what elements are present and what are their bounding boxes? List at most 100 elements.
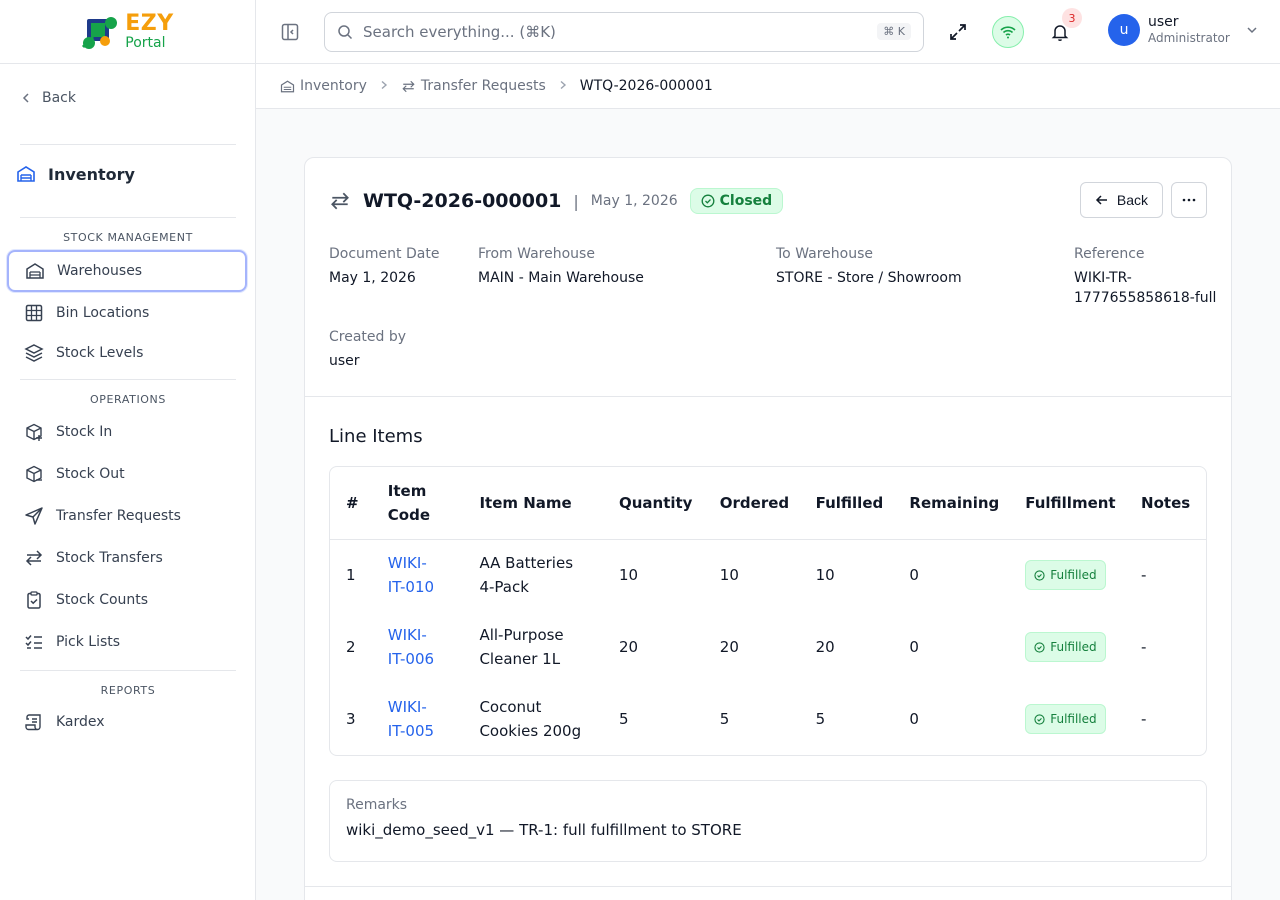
back-button[interactable]: Back [1079, 182, 1163, 218]
column-header: Ordered [719, 467, 816, 540]
scroll-icon [24, 712, 44, 732]
fulfillment-status-badge: Fulfilled [1025, 704, 1106, 734]
sidebar-item-stock-transfers[interactable]: Stock Transfers [8, 537, 248, 579]
sidebar-item-label: Stock In [56, 424, 113, 440]
sidebar-item-kardex[interactable]: Kardex [8, 701, 248, 743]
fulfilled-cell: 5 [815, 710, 826, 728]
package-minus-icon [24, 464, 44, 484]
breadcrumb-inventory[interactable]: Inventory [280, 78, 367, 94]
check-circle-icon [1034, 713, 1045, 725]
quantity-cell: 5 [618, 710, 629, 728]
sidebar-item-stock-counts[interactable]: Stock Counts [8, 579, 248, 621]
document-header: WTQ-2026-000001 | May 1, 2026 Closed [329, 188, 784, 214]
send-icon [24, 506, 44, 526]
sidebar-item-stock-in[interactable]: Stock In [8, 411, 248, 453]
breadcrumb-transfer-requests[interactable]: Transfer Requests [401, 78, 546, 94]
sidebar-item-bin-locations[interactable]: Bin Locations [8, 292, 248, 334]
user-name: user [1148, 14, 1179, 31]
item-code-link[interactable]: WIKI- IT-010 [387, 554, 435, 597]
table-row: 3 WIKI- IT-005 Coconut Cookies 200g 5 5 5 … [330, 683, 1206, 755]
module-title: Inventory [16, 164, 135, 184]
package-plus-icon [24, 422, 44, 442]
sidebar-item-pick-lists[interactable]: Pick Lists [8, 621, 248, 663]
table-row: 1 WIKI- IT-010 AA Batteries 4-Pack 10 10 1… [330, 539, 1206, 611]
sidebar-item-label: Bin Locations [56, 305, 150, 321]
fulfilled-cell: 10 [815, 566, 835, 585]
module-title-label: Inventory [48, 164, 135, 184]
breadcrumb-label: Inventory [300, 78, 367, 94]
sidebar-back-link[interactable]: Back [20, 90, 76, 106]
user-menu[interactable]: u user Administrator [1108, 14, 1258, 46]
sidebar-item-warehouses[interactable]: Warehouses [7, 250, 247, 292]
line-items-table: # Item Code Item Name Quantity Ordered Fu… [329, 466, 1207, 756]
field-from-warehouse: From Warehouse MAIN - Main Warehouse [478, 246, 644, 288]
brand-logo[interactable]: EZY Portal [81, 13, 173, 51]
column-header: Item Code [387, 467, 480, 540]
fullscreen-button[interactable] [942, 16, 974, 48]
status-badge: Closed [689, 188, 784, 214]
section-label-operations: OPERATIONS [90, 393, 166, 406]
arrows-left-right-icon [402, 80, 415, 92]
field-label: Created by [329, 329, 407, 345]
warehouse-icon [25, 261, 45, 281]
sidebar-item-label: Stock Levels [56, 345, 144, 361]
fulfilled-cell: 20 [815, 638, 835, 656]
arrows-left-right-icon [331, 192, 349, 210]
line-items-title: Line Items [329, 426, 423, 447]
check-circle-icon [1034, 570, 1045, 581]
remaining-cell: 0 [909, 710, 919, 728]
divider [20, 670, 236, 671]
item-name: All-Purpose Cleaner 1L [479, 626, 564, 668]
sidebar-item-stock-levels[interactable]: Stock Levels [8, 332, 248, 374]
connection-status-button[interactable] [992, 16, 1024, 48]
remarks-box: Remarks wiki_demo_seed_v1 — TR-1: full f… [329, 780, 1207, 862]
section-label-stock-management: STOCK MANAGEMENT [63, 231, 193, 244]
divider [305, 886, 1231, 887]
search-icon [338, 25, 353, 40]
sidebar: EZY Portal Back Inventory STOCK MANAGEME… [0, 0, 256, 900]
clipboard-check-icon [24, 590, 44, 610]
ellipsis-icon [1182, 198, 1196, 202]
ordered-cell: 5 [719, 710, 730, 728]
grid-icon [24, 303, 44, 323]
item-code-link[interactable]: WIKI- IT-005 [387, 698, 435, 740]
check-circle-icon [701, 194, 715, 208]
global-search[interactable]: ⌘ K [324, 12, 924, 52]
item-name: AA Batteries 4-Pack [479, 554, 574, 597]
back-button-label: Back [1116, 192, 1148, 208]
title-separator: | [573, 191, 579, 211]
more-actions-button[interactable] [1171, 182, 1207, 218]
notes-cell: - [1141, 710, 1147, 728]
avatar: u [1108, 14, 1140, 46]
sidebar-item-transfer-requests[interactable]: Transfer Requests [8, 495, 248, 537]
sidebar-item-label: Stock Counts [56, 592, 149, 608]
column-header: # [330, 467, 388, 540]
search-input[interactable] [363, 23, 843, 41]
brand-subname: Portal [125, 35, 166, 51]
breadcrumb-current: WTQ-2026-000001 [579, 78, 713, 94]
notification-count-badge: 3 [1062, 8, 1082, 28]
sidebar-item-label: Transfer Requests [56, 508, 181, 524]
notifications-button[interactable]: 3 [1044, 8, 1082, 48]
column-header: Quantity [618, 467, 720, 540]
check-circle-icon [1034, 641, 1045, 653]
item-code-link[interactable]: WIKI- IT-006 [387, 626, 435, 668]
sidebar-item-label: Kardex [56, 714, 105, 730]
ordered-cell: 20 [719, 638, 739, 656]
remarks-text: wiki_demo_seed_v1 — TR-1: full fulfillme… [346, 821, 742, 839]
panel-left-icon [281, 23, 299, 41]
sidebar-item-label: Pick Lists [56, 634, 121, 650]
sidebar-toggle-button[interactable] [278, 20, 302, 44]
sidebar-item-label: Warehouses [57, 263, 143, 279]
document-date-header: May 1, 2026 [590, 193, 678, 209]
warehouse-icon [280, 80, 295, 92]
notes-cell: - [1141, 566, 1147, 585]
page-title: WTQ-2026-000001 [363, 190, 562, 212]
field-value: May 1, 2026 [329, 270, 416, 286]
sidebar-item-stock-out[interactable]: Stock Out [8, 453, 248, 495]
expand-icon [950, 24, 966, 40]
sidebar-item-label: Stock Out [56, 466, 125, 482]
search-shortcut-hint: ⌘ K [877, 23, 911, 40]
field-reference: Reference WIKI-TR- 1777655858618-full [1074, 246, 1216, 308]
remaining-cell: 0 [909, 566, 919, 585]
